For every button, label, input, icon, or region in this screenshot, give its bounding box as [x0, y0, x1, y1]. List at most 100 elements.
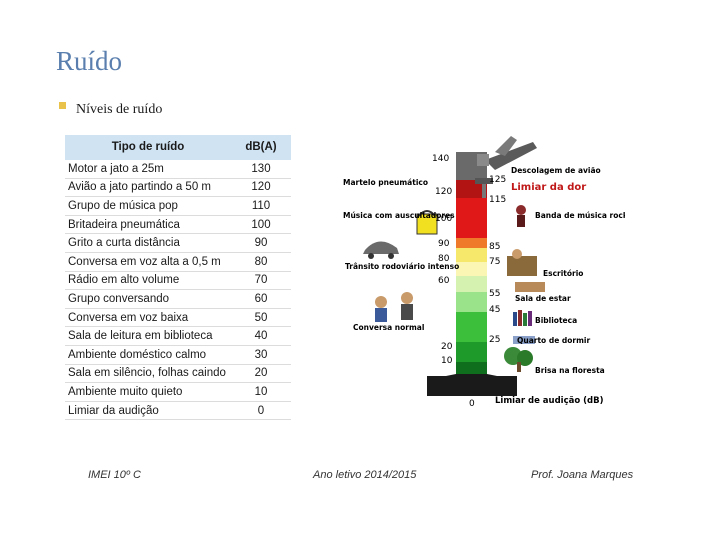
noise-level: 30: [231, 345, 291, 365]
right-number: 25: [489, 335, 500, 345]
right-number: 85: [489, 242, 500, 252]
label-conversation: Conversa normal: [353, 323, 424, 332]
right-number: 55: [489, 289, 500, 299]
noise-source: Sala em silêncio, folhas caindo: [65, 364, 231, 384]
noise-level: 0: [231, 401, 291, 421]
label-bedroom: Quarto de dormir: [517, 336, 590, 345]
left-number: 90: [438, 239, 450, 249]
noise-source: Ambiente doméstico calmo: [65, 345, 231, 365]
noise-level: 60: [231, 289, 291, 309]
left-number: 60: [438, 276, 450, 286]
bullet-square-icon: [59, 102, 66, 109]
table-row: Britadeira pneumática 100: [65, 215, 291, 235]
header-db: dB(A): [231, 135, 291, 160]
label-rock-band: Banda de música rock: [535, 211, 625, 220]
noise-level: 70: [231, 271, 291, 291]
table-row: Ambiente doméstico calmo 30: [65, 345, 291, 365]
label-library: Biblioteca: [535, 316, 577, 325]
right-number: 75: [489, 257, 500, 267]
table-row: Conversa em voz alta a 0,5 m 80: [65, 252, 291, 272]
label-breeze: Brisa na floresta: [535, 366, 605, 375]
label-living-room: Sala de estar: [515, 294, 571, 303]
conversation-icon: [375, 292, 413, 322]
noise-source: Limiar da audição: [65, 401, 231, 421]
noise-source: Grito a curta distância: [65, 233, 231, 253]
zero-number: 0: [469, 399, 475, 409]
traffic-icon: [363, 241, 399, 259]
label-traffic: Trânsito rodoviário intenso: [345, 262, 459, 271]
scale-pedestal: [427, 376, 517, 396]
airplane-icon: [477, 136, 537, 170]
scale-segment-orange: [456, 238, 487, 248]
label-takeoff: Descolagem de avião: [511, 166, 601, 175]
table-row: Sala em silêncio, folhas caindo 20: [65, 364, 291, 384]
noise-level: 10: [231, 382, 291, 402]
table-row: Rádio em alto volume 70: [65, 271, 291, 291]
footer-right: Prof. Joana Marques: [531, 469, 634, 481]
footer-center: Ano letivo 2014/2015: [313, 469, 417, 481]
scale-segment-dark-red: [456, 180, 487, 198]
noise-level-table: Tipo de ruído dB(A) Motor a jato a 25m 13…: [65, 135, 291, 421]
noise-level: 80: [231, 252, 291, 272]
noise-level: 110: [231, 196, 291, 216]
rock-band-icon: [516, 205, 526, 227]
jackhammer-icon: [475, 178, 493, 198]
office-icon: [507, 249, 537, 276]
slide-subtitle: Níveis de ruído: [76, 102, 163, 117]
label-hearing-threshold: Limiar de audição (dB): [495, 396, 604, 406]
noise-source: Grupo conversando: [65, 289, 231, 309]
left-number: 20: [441, 342, 453, 352]
noise-level: 50: [231, 308, 291, 328]
table-row: Grito a curta distância 90: [65, 233, 291, 253]
noise-source: Avião a jato partindo a 50 m: [65, 178, 231, 198]
left-number: 80: [438, 254, 450, 264]
label-headphones: Música com auscultadores: [343, 211, 455, 220]
headphones-icon: [416, 210, 438, 235]
table-row: Ambiente muito quieto 10: [65, 382, 291, 402]
footer-left: IMEI 10º C: [88, 469, 141, 481]
left-number: 100: [435, 214, 452, 224]
table-row: Limiar da audição 0: [65, 401, 291, 421]
scale-segment-green: [456, 312, 487, 342]
decibel-scale-diagram: 140 120 100 90 80 60 20 10 0 125 115 85 …: [343, 136, 625, 409]
scale-segment-dark-green: [456, 362, 487, 374]
library-icon: [513, 310, 532, 326]
living-room-icon: [515, 282, 545, 292]
header-noise-type: Tipo de ruído: [65, 135, 231, 160]
table-row: Avião a jato partindo a 50 m 120: [65, 178, 291, 198]
scale-segment-light-green: [456, 292, 487, 312]
left-number: 140: [432, 154, 449, 164]
right-number: 45: [489, 305, 500, 315]
right-number: 125: [489, 175, 506, 185]
label-hammer: Martelo pneumático: [343, 178, 428, 187]
slide-title: Ruído: [56, 46, 123, 76]
noise-source: Conversa em voz alta a 0,5 m: [65, 252, 231, 272]
scale-segment-pale-yellow: [456, 262, 487, 276]
label-office: Escritório: [543, 269, 583, 278]
noise-source: Sala de leitura em biblioteca: [65, 326, 231, 346]
table-row: Conversa em voz baixa 50: [65, 308, 291, 328]
left-number: 120: [435, 187, 452, 197]
scale-segment-red: [456, 198, 487, 238]
noise-source: Conversa em voz baixa: [65, 308, 231, 328]
table-row: Motor a jato a 25m 130: [65, 159, 291, 179]
noise-level: 120: [231, 178, 291, 198]
table-row: Grupo conversando 60: [65, 289, 291, 309]
scale-segment-yellow: [456, 248, 487, 262]
right-number: 115: [489, 195, 506, 205]
noise-level: 100: [231, 215, 291, 235]
table-row: Sala de leitura em biblioteca 40: [65, 326, 291, 346]
scale-segment-mid-green: [456, 342, 487, 362]
noise-source: Motor a jato a 25m: [65, 159, 231, 179]
noise-level: 40: [231, 326, 291, 346]
noise-source: Ambiente muito quieto: [65, 382, 231, 402]
label-pain-threshold: Limiar da dor: [511, 182, 586, 193]
left-number: 10: [441, 356, 453, 366]
scale-segment-pale-green: [456, 276, 487, 292]
bedroom-icon: [513, 336, 535, 344]
noise-level: 130: [231, 159, 291, 179]
noise-level: 20: [231, 364, 291, 384]
noise-source: Britadeira pneumática: [65, 215, 231, 235]
noise-source: Rádio em alto volume: [65, 271, 231, 291]
tree-icon: [504, 347, 533, 372]
